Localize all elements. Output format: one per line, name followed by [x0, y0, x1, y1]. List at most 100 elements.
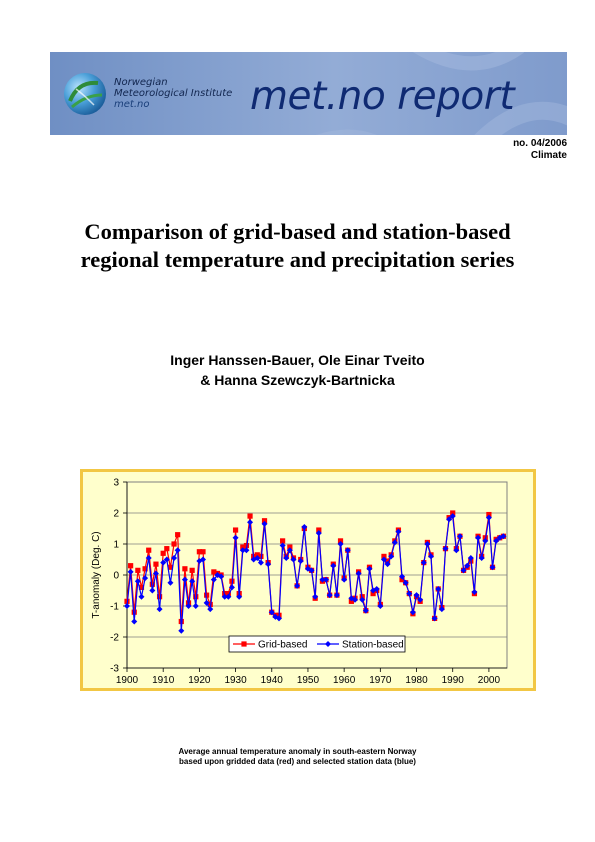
station-point [319, 576, 326, 583]
station-point [478, 554, 485, 561]
station-point [402, 579, 409, 586]
station-point [435, 585, 442, 592]
station-point [178, 627, 185, 634]
grid-point [261, 518, 268, 524]
station-point [160, 559, 167, 566]
station-point [395, 528, 402, 535]
station-point [127, 568, 134, 575]
station-point [496, 534, 503, 541]
grid-point [381, 553, 387, 559]
title-line1: Comparison of grid-based and station-bas… [84, 219, 511, 244]
grid-point [316, 527, 322, 533]
y-tick-label: 2 [113, 509, 119, 520]
station-point [268, 609, 275, 616]
grid-point [196, 549, 202, 555]
grid-point [175, 532, 181, 538]
institute-name: Norwegian Meteorological Institute met.n… [114, 77, 232, 110]
grid-point [247, 513, 253, 519]
grid-point [370, 591, 376, 597]
station-point [500, 533, 507, 540]
station-point [185, 603, 192, 609]
station-point [221, 593, 228, 600]
station-point [464, 562, 471, 569]
grid-point [135, 567, 141, 573]
temperature-chart: -3 -2 -1 0 1 2 3 1900 1910 1920 1930 1940 1950 1960 19… [91, 478, 508, 686]
station-point [377, 603, 384, 609]
station-point [312, 593, 319, 600]
station-point [380, 556, 387, 563]
station-point [413, 592, 420, 599]
station-point [489, 564, 496, 571]
station-point [326, 592, 333, 599]
station-point [239, 547, 246, 554]
grid-point [142, 566, 148, 572]
y-tick-label: -1 [110, 602, 119, 613]
station-point [485, 514, 492, 521]
x-tick-label: 1940 [261, 675, 284, 686]
grid-point [189, 567, 195, 573]
station-point [276, 615, 282, 622]
station-point [225, 593, 232, 600]
station-point [352, 596, 358, 603]
station-point [232, 534, 239, 541]
station-point [254, 554, 261, 561]
station-point [200, 556, 206, 563]
grid-point [167, 564, 174, 570]
station-point [341, 576, 348, 583]
x-tick-label: 1950 [297, 675, 320, 686]
legend-marker-1 [241, 641, 247, 647]
station-point [431, 615, 438, 622]
station-point [294, 582, 301, 589]
station-point [323, 576, 330, 583]
station-point [442, 545, 449, 552]
grid-point [193, 594, 199, 600]
station-point [330, 562, 337, 569]
grid-point [450, 510, 456, 516]
institute-url: met.no [114, 99, 150, 110]
station-point [189, 578, 196, 585]
station-point [420, 559, 427, 566]
grid-point [254, 552, 260, 558]
station-point [417, 596, 424, 603]
x-tick-label: 1910 [152, 675, 175, 686]
station-point [391, 539, 398, 546]
station-point [409, 609, 416, 616]
grid-point [348, 598, 354, 604]
report-number: no. 04/2006 [513, 138, 567, 149]
station-point [207, 606, 214, 613]
station-point [134, 578, 141, 585]
y-tick-label: -2 [110, 633, 119, 644]
station-point [388, 553, 395, 560]
grid-point [128, 563, 134, 569]
temperature-chart-frame: -3 -2 -1 0 1 2 3 1900 1910 1920 1930 1940 1950 1960 19… [80, 469, 536, 691]
grid-point [225, 591, 231, 597]
station-point [355, 570, 362, 577]
y-tick-label: -3 [110, 664, 119, 675]
grid-point [138, 584, 145, 590]
y-tick-label: 1 [113, 540, 119, 551]
station-point [337, 541, 344, 547]
station-point [449, 513, 456, 520]
legend-label-2: Station-based [342, 640, 404, 651]
grid-point [240, 544, 246, 550]
station-point [142, 575, 149, 582]
station-point [446, 516, 453, 523]
grid-point [160, 550, 166, 556]
station-point [163, 556, 170, 563]
x-tick-label: 1900 [116, 675, 139, 686]
grid-point [232, 527, 239, 533]
x-tick-label: 1970 [369, 675, 392, 686]
station-point [279, 542, 286, 549]
station-point [482, 537, 489, 544]
station-point [456, 533, 463, 540]
station-point [308, 567, 315, 574]
station-point [315, 530, 322, 537]
station-point [333, 592, 340, 599]
report-title: Comparison of grid-based and station-bas… [40, 218, 555, 274]
station-point [471, 589, 478, 596]
station-point [156, 606, 163, 613]
station-point [167, 579, 174, 586]
station-point [174, 547, 181, 554]
caption-line1: Average annual temperature anomaly in so… [178, 747, 417, 756]
globe-swirl-overlay [68, 80, 103, 109]
